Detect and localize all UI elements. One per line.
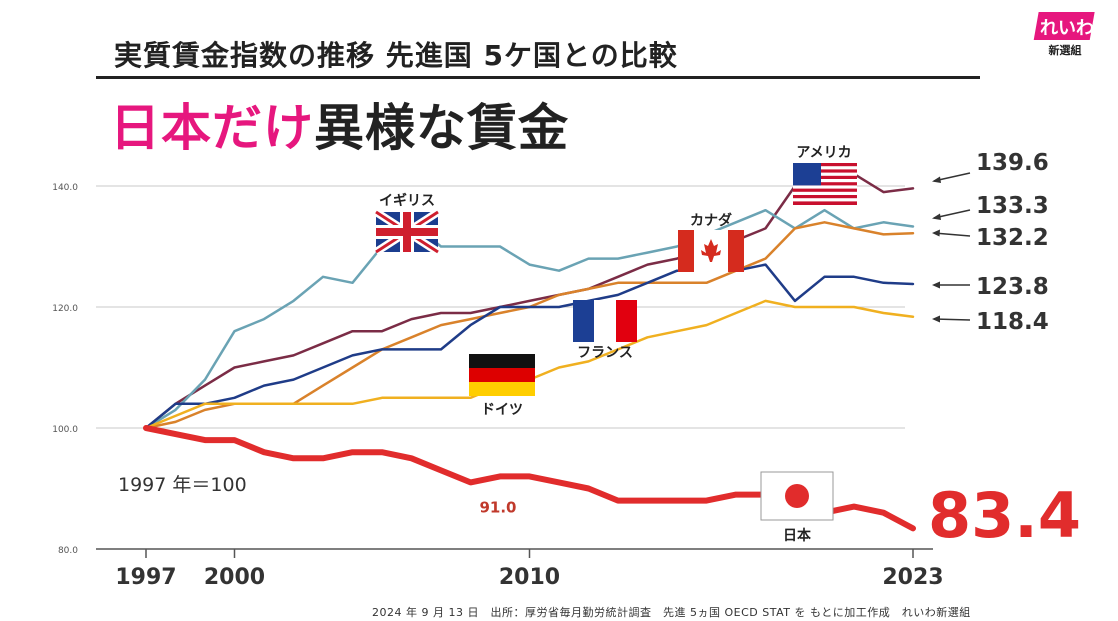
logo-main-text: れいわ <box>1040 18 1094 39</box>
axis-layer: 80.0 100.0 120.0 140.0 1997 2000 2010 2023 <box>52 183 943 590</box>
france-flag <box>573 300 637 342</box>
final-value-uk: 133.3 <box>976 193 1049 219</box>
reiwa-logo: れいわ 新選組 <box>1033 12 1095 57</box>
base-note: 1997 年＝100 <box>118 474 247 496</box>
chart-headline: 日本だけ異様な賃金 <box>110 88 569 160</box>
final-value-germany: 118.4 <box>976 309 1049 335</box>
uk-flag <box>373 208 441 256</box>
final-value-japan: 83.4 <box>928 479 1081 552</box>
chart-subtitle: 実質賃金指数の推移 先進国 5ケ国との比較 <box>114 39 678 72</box>
series-name-canada: カナダ <box>690 212 732 229</box>
series-name-uk: イギリス <box>379 192 435 209</box>
x-tick-label: 2000 <box>204 565 265 590</box>
final-label-uk: 133.3 <box>932 193 1049 220</box>
logo-sub-text: 新選組 <box>1049 43 1082 57</box>
final-label-france: 123.8 <box>932 274 1049 300</box>
series-name-france: フランス <box>577 345 633 361</box>
series-line-canada <box>144 221 915 430</box>
series-line-france <box>144 263 915 430</box>
series-line-usa <box>144 166 915 430</box>
series-name-japan: 日本 <box>783 527 812 544</box>
series-line-uk <box>144 208 915 430</box>
series-name-usa: アメリカ <box>796 145 851 161</box>
source-note: 2024 年 9 月 13 日 出所：厚労省毎月勤労統計調査 先進 5ヵ国 OE… <box>372 606 971 619</box>
y-tick-label: 140.0 <box>52 183 78 193</box>
headline-highlight: 日本だけ <box>110 99 314 157</box>
final-label-canada: 132.2 <box>932 225 1049 251</box>
y-tick-label: 120.0 <box>52 304 78 314</box>
x-tick-label: 2010 <box>499 565 560 590</box>
annotation-label: 91.0 <box>479 498 516 516</box>
germany-flag <box>469 354 535 396</box>
final-value-france: 123.8 <box>976 274 1049 300</box>
x-tick-label: 1997 <box>115 565 176 590</box>
series-name-germany: ドイツ <box>481 402 523 418</box>
japan-flag <box>760 471 834 521</box>
y-tick-label: 80.0 <box>58 546 78 556</box>
title-rule <box>96 76 980 79</box>
x-tick-label: 2023 <box>882 565 943 590</box>
flag-layer <box>373 163 857 521</box>
y-tick-label: 100.0 <box>52 425 78 435</box>
canada-flag <box>678 230 744 272</box>
headline-rest: 異様な賃金 <box>314 99 569 157</box>
usa-flag <box>793 163 857 205</box>
final-label-usa: 139.6 <box>932 150 1049 183</box>
final-value-canada: 132.2 <box>976 225 1049 251</box>
label-layer: イギリス アメリカ カナダ フランス ドイツ 日本 1997 年＝100 139… <box>118 145 1081 552</box>
final-value-usa: 139.6 <box>976 150 1049 176</box>
final-label-germany: 118.4 <box>932 309 1049 335</box>
